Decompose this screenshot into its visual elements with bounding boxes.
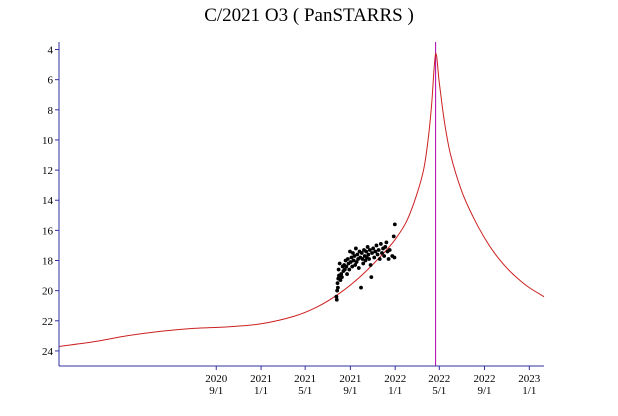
x-tick-label-year: 2021 [294, 373, 316, 385]
x-tick-label-date: 1/1 [254, 385, 268, 397]
x-tick-label-year: 2020 [205, 373, 228, 385]
observation-point [378, 242, 383, 246]
observation-point [386, 257, 391, 261]
observation-point [348, 249, 352, 254]
observation-point [353, 246, 358, 251]
observation-point [336, 267, 341, 272]
observation-point [345, 257, 350, 261]
y-tick-label: 16 [42, 225, 54, 237]
observation-point [364, 249, 369, 254]
x-tick-label-date: 1/1 [522, 385, 536, 397]
observation-point [359, 285, 363, 290]
observation-point [335, 288, 340, 293]
observation-point [335, 285, 340, 290]
observation-point [360, 257, 365, 261]
observation-point [351, 251, 355, 255]
observation-point [344, 264, 349, 269]
x-tick-label-year: 2022 [473, 373, 495, 385]
observation-point [334, 297, 339, 302]
y-tick-label: 10 [42, 135, 54, 147]
observation-point [337, 261, 342, 266]
x-tick-label-year: 2022 [384, 373, 406, 385]
y-tick-label: 18 [42, 256, 54, 268]
y-tick-label: 4 [48, 45, 54, 57]
observation-point [380, 251, 384, 255]
observation-point [340, 275, 344, 279]
observation-point [391, 234, 396, 239]
observation-point [369, 275, 374, 279]
y-tick-label: 8 [48, 105, 54, 117]
observation-point [356, 266, 361, 270]
observation-point [384, 240, 389, 245]
observation-point [366, 252, 371, 257]
observation-point [383, 245, 388, 249]
observation-point [371, 246, 376, 251]
observation-point [353, 263, 358, 267]
observation-point [349, 255, 354, 260]
observation-point [377, 257, 382, 261]
y-tick-label: 12 [42, 165, 53, 177]
x-tick-label-year: 2022 [428, 373, 450, 385]
y-tick-label: 24 [42, 346, 54, 358]
observation-point [347, 267, 352, 272]
observation-point [350, 264, 355, 269]
observation-point [382, 254, 387, 258]
x-tick-label-date: 5/1 [298, 385, 312, 397]
x-tick-label-year: 2023 [518, 373, 541, 385]
y-tick-label: 6 [48, 75, 54, 87]
observation-point [339, 272, 344, 276]
y-tick-label: 22 [42, 316, 53, 328]
observation-point [354, 260, 359, 264]
y-tick-label: 20 [42, 286, 54, 298]
observation-point [367, 257, 372, 261]
predicted-magnitude-curve [58, 53, 545, 347]
axes: 468101214161820222420209/120211/120215/1… [42, 42, 544, 397]
observation-point [361, 261, 366, 266]
observation-point [367, 248, 372, 252]
observation-point [351, 258, 356, 263]
observation-point [368, 263, 373, 267]
observation-point [345, 272, 349, 276]
observation-point [376, 248, 381, 252]
x-tick-label-date: 9/1 [343, 385, 357, 397]
chart-title: C/2021 O3 ( PanSTARRS ) [204, 5, 414, 26]
x-tick-label-date: 1/1 [388, 385, 402, 397]
observation-point [348, 260, 353, 264]
observation-point [365, 245, 370, 249]
observation-point [387, 248, 392, 252]
observation-point [342, 267, 347, 272]
observation-point [373, 249, 378, 254]
observation-point [355, 252, 360, 257]
observation-point [392, 222, 397, 227]
observation-point [352, 254, 357, 258]
x-tick-label-date: 9/1 [209, 385, 223, 397]
observation-point [334, 294, 339, 299]
observation-point [335, 281, 340, 286]
observation-point [338, 278, 343, 283]
observation-point [392, 255, 397, 260]
observation-point [374, 243, 379, 248]
x-tick-label-date: 5/1 [432, 385, 446, 397]
observation-point [359, 251, 364, 255]
x-tick-label-year: 2021 [250, 373, 272, 385]
observation-point [375, 252, 380, 257]
x-tick-label-year: 2021 [339, 373, 361, 385]
observation-point [370, 251, 374, 255]
y-tick-label: 14 [42, 195, 54, 207]
plot-area [58, 42, 545, 366]
x-tick-label-date: 9/1 [477, 385, 491, 397]
observation-point [363, 258, 368, 263]
observation-point [372, 255, 377, 260]
